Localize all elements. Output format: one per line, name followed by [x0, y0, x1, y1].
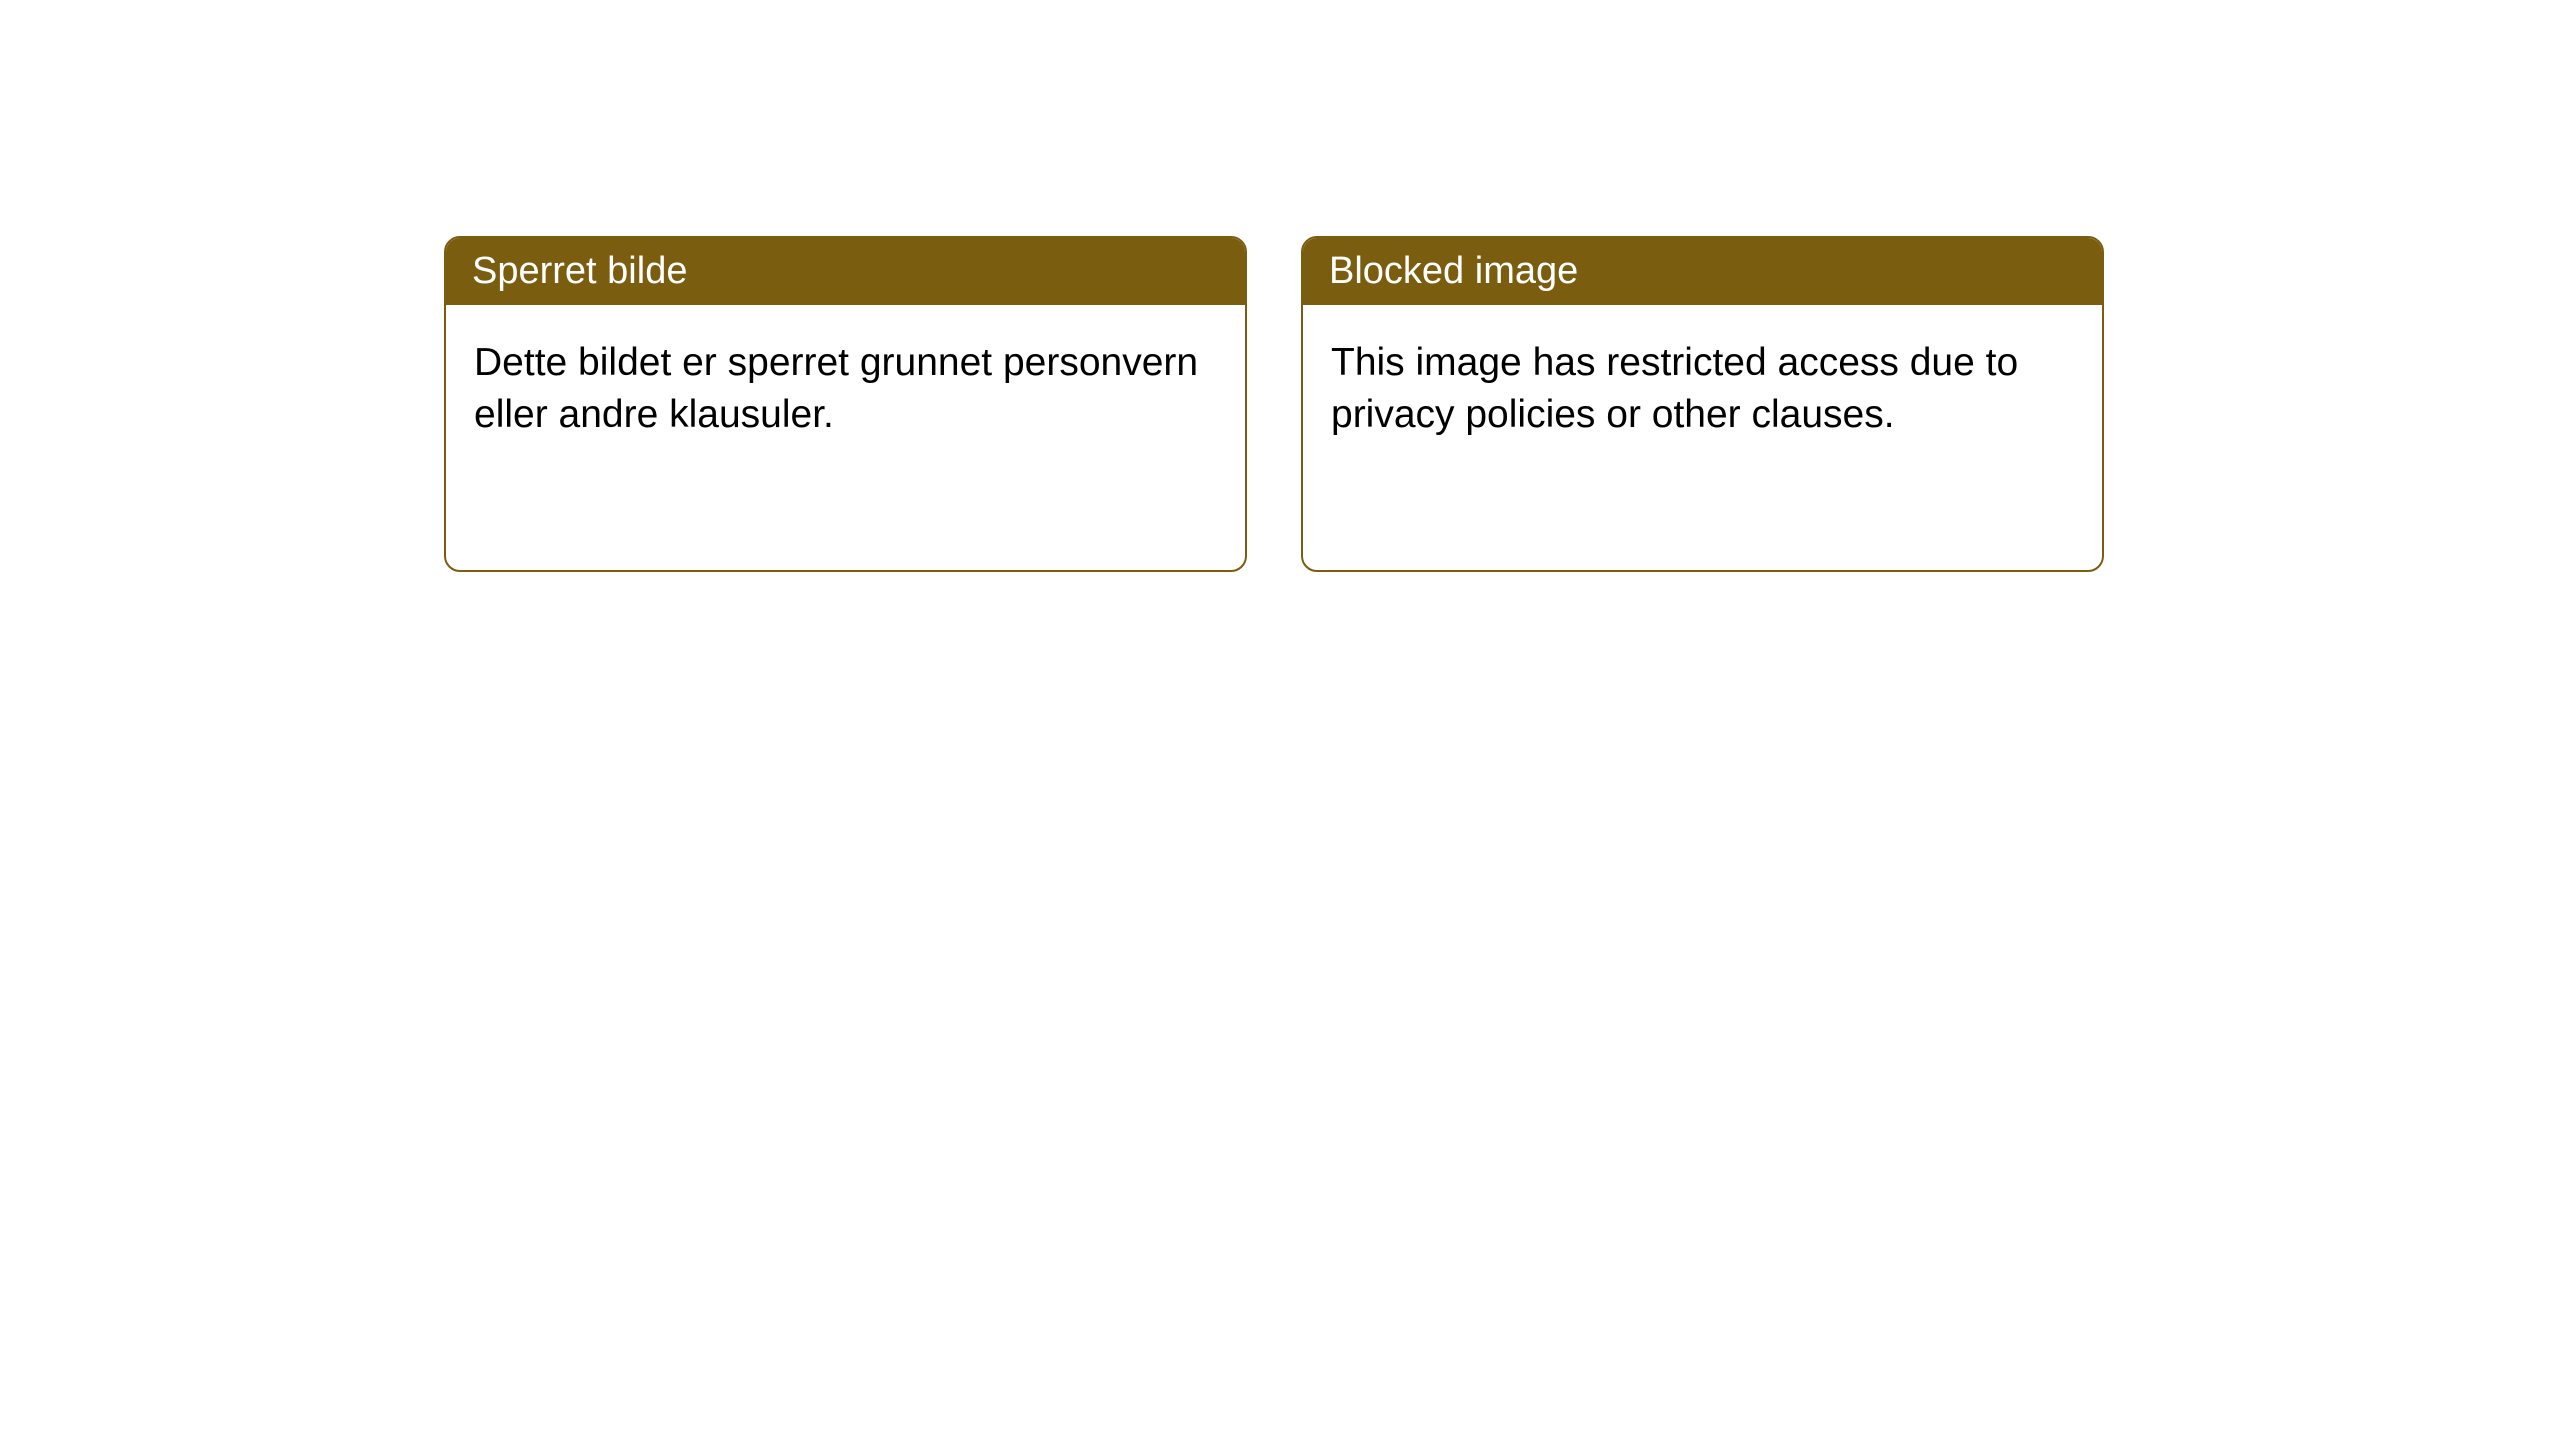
notice-message-norwegian: Dette bildet er sperret grunnet personve… — [446, 305, 1245, 473]
notice-title-english: Blocked image — [1303, 238, 2102, 305]
notice-card-english: Blocked image This image has restricted … — [1301, 236, 2104, 572]
notice-message-english: This image has restricted access due to … — [1303, 305, 2102, 473]
notice-container: Sperret bilde Dette bildet er sperret gr… — [0, 0, 2560, 572]
notice-card-norwegian: Sperret bilde Dette bildet er sperret gr… — [444, 236, 1247, 572]
notice-title-norwegian: Sperret bilde — [446, 238, 1245, 305]
